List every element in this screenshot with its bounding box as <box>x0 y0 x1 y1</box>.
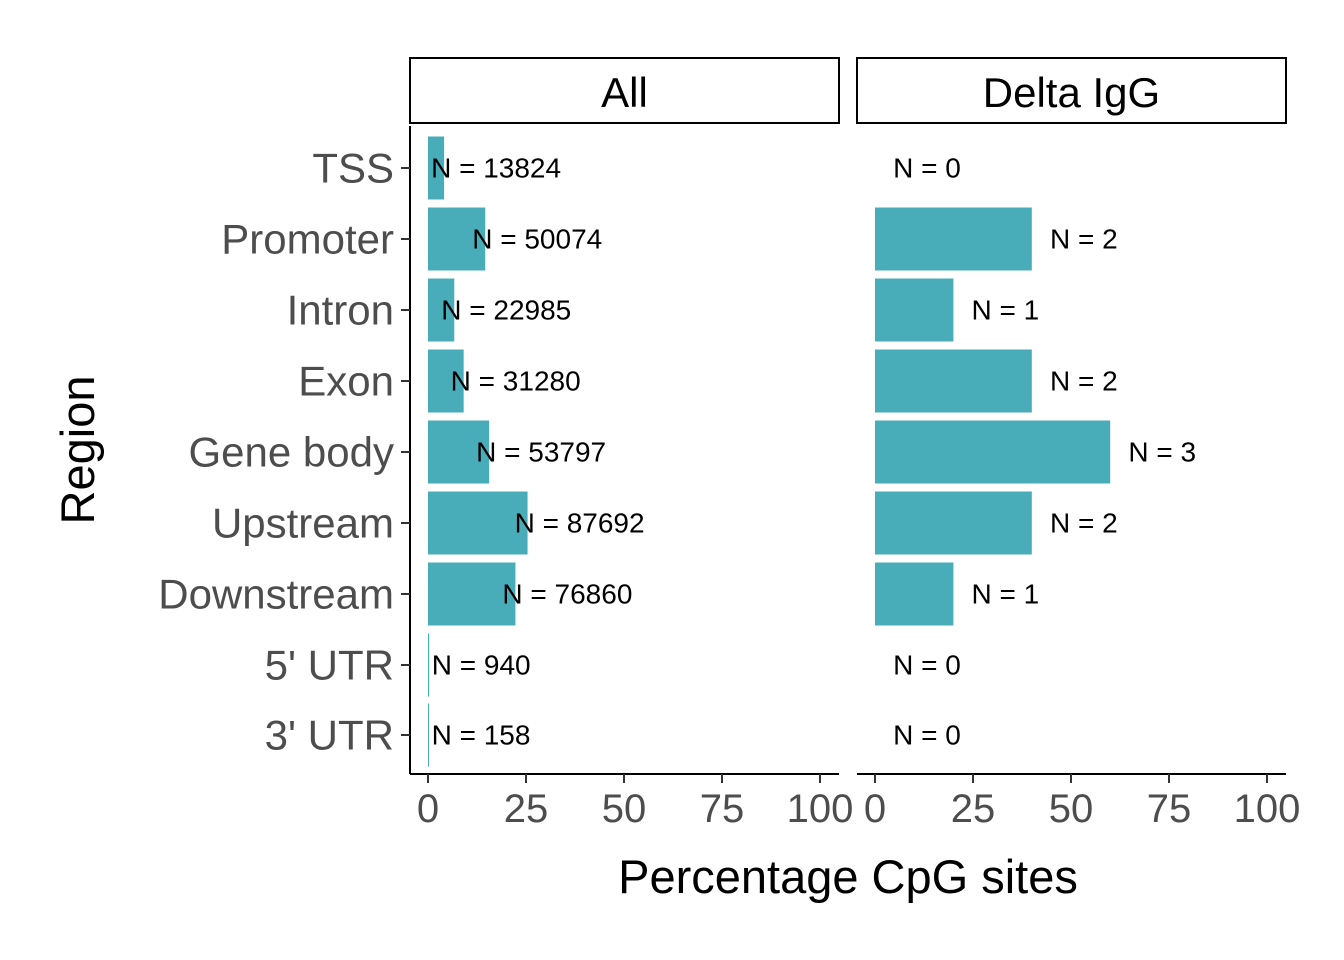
y-tick-label-intron: Intron <box>287 287 394 334</box>
bar-label-delta-igg-3-utr: N = 0 <box>893 720 961 751</box>
bar-delta-igg-promoter <box>875 207 1032 271</box>
bar-label-all-gene-body: N = 53797 <box>476 437 606 468</box>
x-tick-label-delta-igg-50: 50 <box>1049 787 1094 831</box>
x-tick-label-all-75: 75 <box>700 787 745 831</box>
bar-all-downstream <box>428 562 516 626</box>
bar-label-all-intron: N = 22985 <box>441 295 571 326</box>
strip-label-all: All <box>601 69 648 116</box>
bar-label-delta-igg-downstream: N = 1 <box>972 579 1040 610</box>
bar-all-gene-body <box>428 420 490 484</box>
bar-all-3-utr <box>428 703 429 767</box>
y-tick-label-3-utr: 3' UTR <box>265 712 394 759</box>
x-axis-title: Percentage CpG sites <box>618 850 1078 903</box>
bar-all-tss <box>428 136 445 200</box>
bar-label-all-upstream: N = 87692 <box>515 508 645 539</box>
bar-all-intron <box>428 278 455 342</box>
y-tick-label-downstream: Downstream <box>158 571 394 618</box>
bar-all-exon <box>428 349 464 413</box>
bar-label-delta-igg-exon: N = 2 <box>1050 366 1118 397</box>
y-tick-label-promoter: Promoter <box>221 216 394 263</box>
bar-delta-igg-exon <box>875 349 1032 413</box>
y-tick-label-exon: Exon <box>298 358 394 405</box>
strip-label-delta-igg: Delta IgG <box>983 69 1160 116</box>
bar-label-delta-igg-gene-body: N = 3 <box>1128 437 1196 468</box>
x-tick-label-delta-igg-100: 100 <box>1234 787 1301 831</box>
y-axis-title: Region <box>51 376 104 525</box>
y-tick-label-upstream: Upstream <box>212 500 394 547</box>
bar-delta-igg-gene-body <box>875 420 1111 484</box>
plot-area: TSS Promoter Intron Exon Gene body Upstream Do… <box>158 57 1301 831</box>
bar-delta-igg-intron <box>875 278 954 342</box>
x-tick-label-all-100: 100 <box>787 787 854 831</box>
bar-label-delta-igg-5-utr: N = 0 <box>893 650 961 681</box>
bar-delta-igg-downstream <box>875 562 954 626</box>
bar-label-delta-igg-upstream: N = 2 <box>1050 508 1118 539</box>
bar-label-all-tss: N = 13824 <box>431 153 561 184</box>
bar-label-all-promoter: N = 50074 <box>472 224 602 255</box>
bar-all-5-utr <box>428 633 430 697</box>
y-tick-label-tss: TSS <box>312 145 394 192</box>
bar-label-all-exon: N = 31280 <box>451 366 581 397</box>
x-tick-label-all-25: 25 <box>504 787 549 831</box>
bar-label-all-5-utr: N = 940 <box>432 650 531 681</box>
y-tick-label-5-utr: 5' UTR <box>265 642 394 689</box>
x-tick-label-all-50: 50 <box>602 787 647 831</box>
x-tick-label-delta-igg-75: 75 <box>1147 787 1192 831</box>
bar-label-delta-igg-promoter: N = 2 <box>1050 224 1118 255</box>
bar-all-promoter <box>428 207 486 271</box>
x-tick-label-delta-igg-0: 0 <box>864 787 886 831</box>
y-tick-label-gene-body: Gene body <box>189 429 395 476</box>
bar-label-all-downstream: N = 76860 <box>502 579 632 610</box>
strip-delta-igg <box>856 57 1287 124</box>
x-tick-label-delta-igg-25: 25 <box>951 787 996 831</box>
bar-label-delta-igg-intron: N = 1 <box>972 295 1040 326</box>
x-tick-label-all-0: 0 <box>417 787 439 831</box>
bar-label-delta-igg-tss: N = 0 <box>893 153 961 184</box>
strip-all <box>409 57 840 124</box>
bar-all-upstream <box>428 491 528 555</box>
bar-label-all-3-utr: N = 158 <box>432 720 531 751</box>
bar-delta-igg-upstream <box>875 491 1032 555</box>
